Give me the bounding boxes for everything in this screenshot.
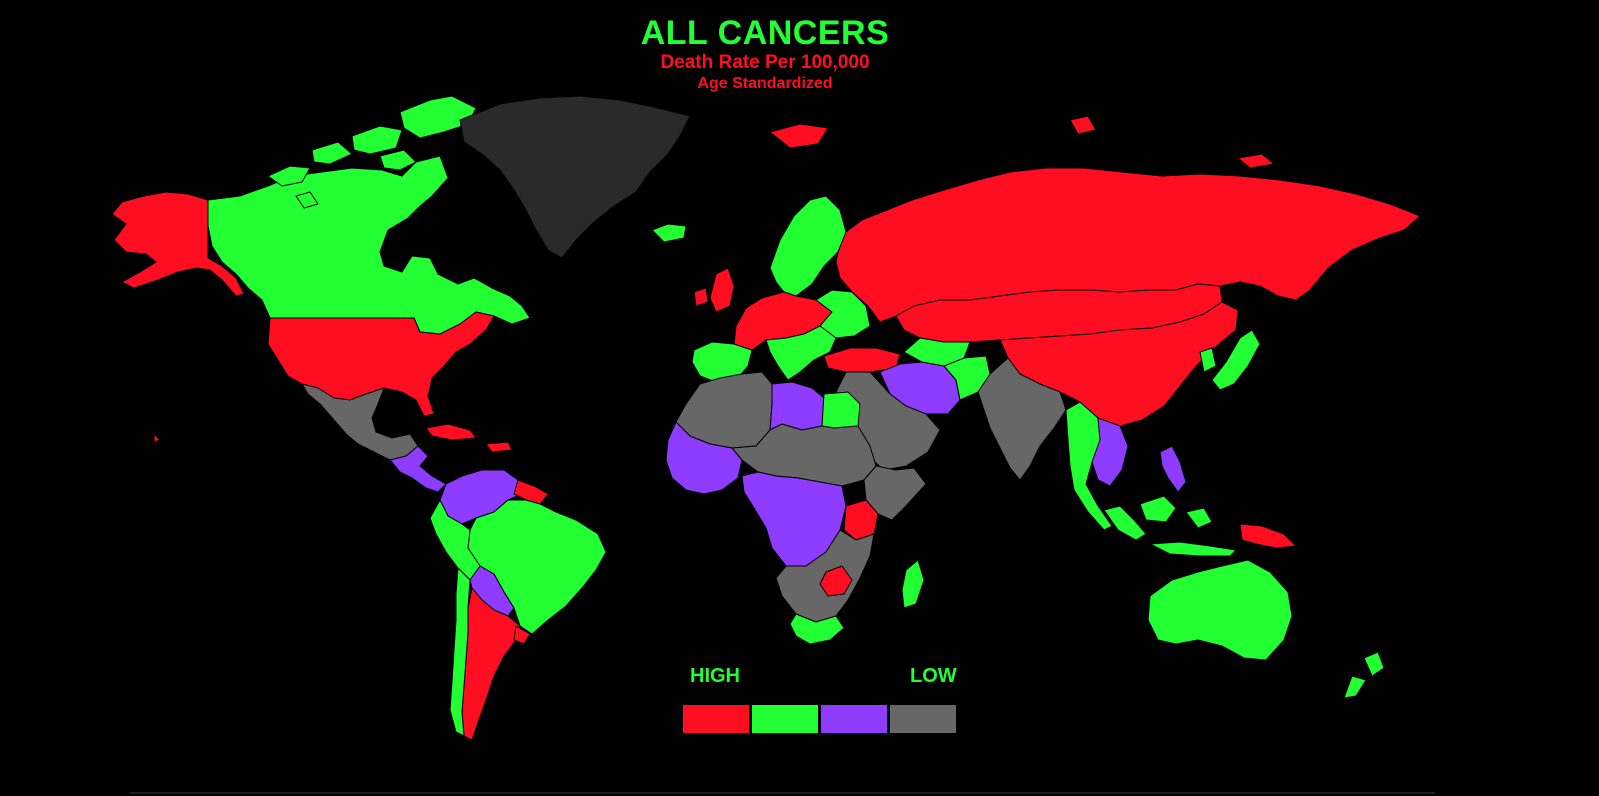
region-libya [769,381,825,431]
region-greenland [459,95,691,259]
region-south-africa [789,613,845,645]
map-subtitle: Death Rate Per 100,000 [660,52,870,73]
baseline-rule [130,792,1435,794]
region-mexico [301,383,419,461]
region-indonesia [1103,495,1237,557]
region-indochina [1091,417,1129,487]
region-philippines [1159,445,1187,493]
region-canada [207,155,531,335]
region-italy-balkans [765,325,837,381]
region-iberia [691,341,753,383]
region-india [977,357,1067,481]
legend-swatch-upper-middle [752,705,818,733]
region-chile [449,567,471,737]
legend-swatch-low [890,705,956,733]
region-alaska [111,191,245,297]
region-papua [1239,523,1297,549]
region-iceland [651,223,687,243]
region-usa [267,311,495,417]
map-note: Age Standardized [697,75,833,92]
region-japan-korea [1199,329,1261,391]
legend-low-label: LOW [910,665,957,687]
region-new-zealand [1343,651,1385,699]
region-caribbean [153,423,513,453]
region-russia [769,115,1275,169]
region-uk-ireland [693,267,735,313]
legend-swatch-high [683,705,749,733]
legend-swatch-lower-middle [821,705,887,733]
region-eastern-europe [815,289,871,339]
region-west-africa [665,421,743,495]
region-australia [1147,559,1293,661]
region-central-america [389,445,447,493]
region-zimbabwe [819,565,853,597]
region-madagascar [901,559,925,609]
region-scandinavia [769,195,847,297]
region-central-asia-south [903,337,971,367]
region-uruguay [513,625,531,645]
map-title: ALL CANCERS [640,14,890,52]
legend-high-label: HIGH [690,665,740,687]
